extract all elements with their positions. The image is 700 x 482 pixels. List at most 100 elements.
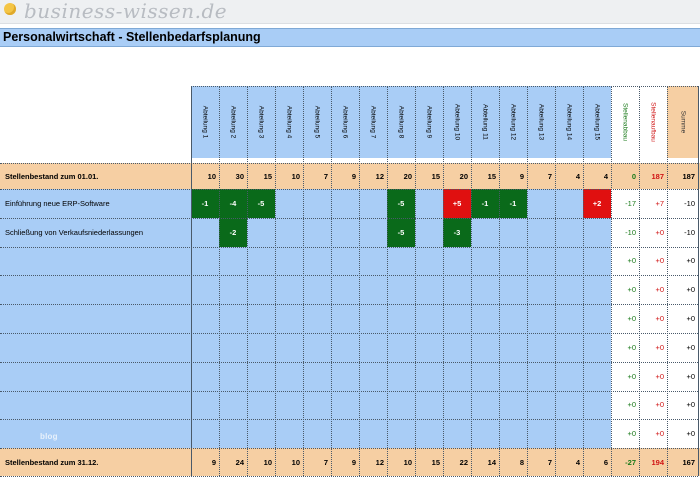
row-9-value-abteilung-1 <box>191 419 219 448</box>
row-4-value-abteilung-12 <box>499 275 527 304</box>
row-4-value-abteilung-1 <box>191 275 219 304</box>
row-8-summe: +0 <box>686 400 695 410</box>
row-7-value-abteilung-1 <box>191 362 219 391</box>
row-3-value-abteilung-3 <box>247 247 275 276</box>
row-3-value-abteilung-14 <box>555 247 583 276</box>
row-6-value-abteilung-13 <box>527 333 555 362</box>
row-5-label <box>0 304 191 333</box>
grid-line <box>0 163 698 164</box>
start-row-abbau: 0 <box>631 171 636 181</box>
column-header-abteilung-14: Abteilung 14 <box>555 86 583 158</box>
start-row-value-abteilung-1: 10 <box>207 171 216 181</box>
grid-line <box>667 86 668 476</box>
row-3-value-abteilung-13 <box>527 247 555 276</box>
grid-line <box>583 86 584 476</box>
column-header-summe: Summe <box>667 86 698 158</box>
row-9-summe: +0 <box>686 429 695 439</box>
column-header-abteilung-8: Abteilung 8 <box>387 86 415 158</box>
row-1-value-abteilung-7 <box>359 189 387 218</box>
row-9-value-abteilung-7 <box>359 419 387 448</box>
row-2-value-abteilung-6 <box>331 218 359 247</box>
row-3-value-abteilung-9 <box>415 247 443 276</box>
row-6-value-abteilung-15 <box>583 333 611 362</box>
column-header-abteilung-1: Abteilung 1 <box>191 86 219 158</box>
column-header-abteilung-11: Abteilung 11 <box>471 86 499 158</box>
row-5-summe: +0 <box>686 314 695 324</box>
grid-line <box>0 333 698 334</box>
row-2-value-abteilung-15 <box>583 218 611 247</box>
row-4-summe: +0 <box>686 285 695 295</box>
row-8-value-abteilung-5 <box>303 391 331 420</box>
row-3-value-abteilung-10 <box>443 247 471 276</box>
row-9-label <box>0 419 191 448</box>
row-9-value-abteilung-3 <box>247 419 275 448</box>
row-3-abbau: +0 <box>627 256 636 266</box>
start-row-aufbau: 187 <box>651 171 664 181</box>
grid-line <box>698 86 699 476</box>
end-row-value-abteilung-10: 22 <box>459 457 468 467</box>
row-5-value-abteilung-6 <box>331 304 359 333</box>
row-9-value-abteilung-2 <box>219 419 247 448</box>
row-1-value-abteilung-4 <box>275 189 303 218</box>
row-5-value-abteilung-15 <box>583 304 611 333</box>
end-row-value-abteilung-14: 4 <box>575 457 580 467</box>
row-9-value-abteilung-5 <box>303 419 331 448</box>
grid-line <box>247 86 248 476</box>
start-row-value-abteilung-4: 10 <box>291 171 300 181</box>
end-row-value-abteilung-5: 7 <box>323 457 328 467</box>
start-row-value-abteilung-10: 20 <box>459 171 468 181</box>
row-6-label <box>0 333 191 362</box>
grid-line <box>0 476 698 477</box>
row-6-value-abteilung-11 <box>471 333 499 362</box>
end-row-summe: 167 <box>682 457 695 467</box>
column-header-label: Abteilung 14 <box>565 103 573 141</box>
grid-line <box>0 246 698 248</box>
row-7-abbau: +0 <box>627 371 636 381</box>
row-5-value-abteilung-1 <box>191 304 219 333</box>
row-2-value-abteilung-13 <box>527 218 555 247</box>
row-6-value-abteilung-2 <box>219 333 247 362</box>
row-6-value-abteilung-7 <box>359 333 387 362</box>
grid-line <box>0 217 698 219</box>
column-header-label: Abteilung 12 <box>509 103 517 141</box>
row-1-value-abteilung-15: +2 <box>583 189 611 218</box>
row-9-value-abteilung-14 <box>555 419 583 448</box>
row-3-value-abteilung-11 <box>471 247 499 276</box>
row-1-value-abteilung-2: -4 <box>219 189 247 218</box>
row-2-abbau: -10 <box>625 227 636 237</box>
row-7-value-abteilung-3 <box>247 362 275 391</box>
row-8-value-abteilung-11 <box>471 391 499 420</box>
row-6-value-abteilung-12 <box>499 333 527 362</box>
row-5-value-abteilung-2 <box>219 304 247 333</box>
end-row-value-abteilung-15: 6 <box>603 457 608 467</box>
row-7-value-abteilung-10 <box>443 362 471 391</box>
start-row-value-abteilung-6: 9 <box>351 171 356 181</box>
row-4-value-abteilung-10 <box>443 275 471 304</box>
column-header-label: Abteilung 1 <box>201 105 209 139</box>
grid-line <box>0 361 698 363</box>
row-4-value-abteilung-13 <box>527 275 555 304</box>
grid-line <box>0 390 698 392</box>
row-8-aufbau: +0 <box>655 400 664 410</box>
column-header-label: Abteilung 7 <box>369 105 377 139</box>
grid-line <box>499 86 500 476</box>
end-row-label: Stellenbestand zum 31.12. <box>5 457 99 467</box>
start-row-summe: 187 <box>682 171 695 181</box>
row-7-value-abteilung-6 <box>331 362 359 391</box>
grid-line <box>415 86 416 476</box>
row-7-value-abteilung-15 <box>583 362 611 391</box>
row-1-label: Einführung neue ERP-Software <box>5 198 110 208</box>
row-1-aufbau: +7 <box>655 198 664 208</box>
grid-line <box>191 86 698 87</box>
page-title: Personalwirtschaft - Stellenbedarfsplanu… <box>3 30 261 44</box>
row-2-value-abteilung-3 <box>247 218 275 247</box>
column-header-abteilung-5: Abteilung 5 <box>303 86 331 158</box>
column-header-label: Summe <box>679 110 686 134</box>
row-6-value-abteilung-9 <box>415 333 443 362</box>
column-header-abteilung-2: Abteilung 2 <box>219 86 247 158</box>
row-7-summe: +0 <box>686 371 695 381</box>
row-2-summe: -10 <box>684 227 695 237</box>
row-9-aufbau: +0 <box>655 429 664 439</box>
row-1-value-abteilung-8: -5 <box>387 189 415 218</box>
header-fill <box>191 86 611 158</box>
